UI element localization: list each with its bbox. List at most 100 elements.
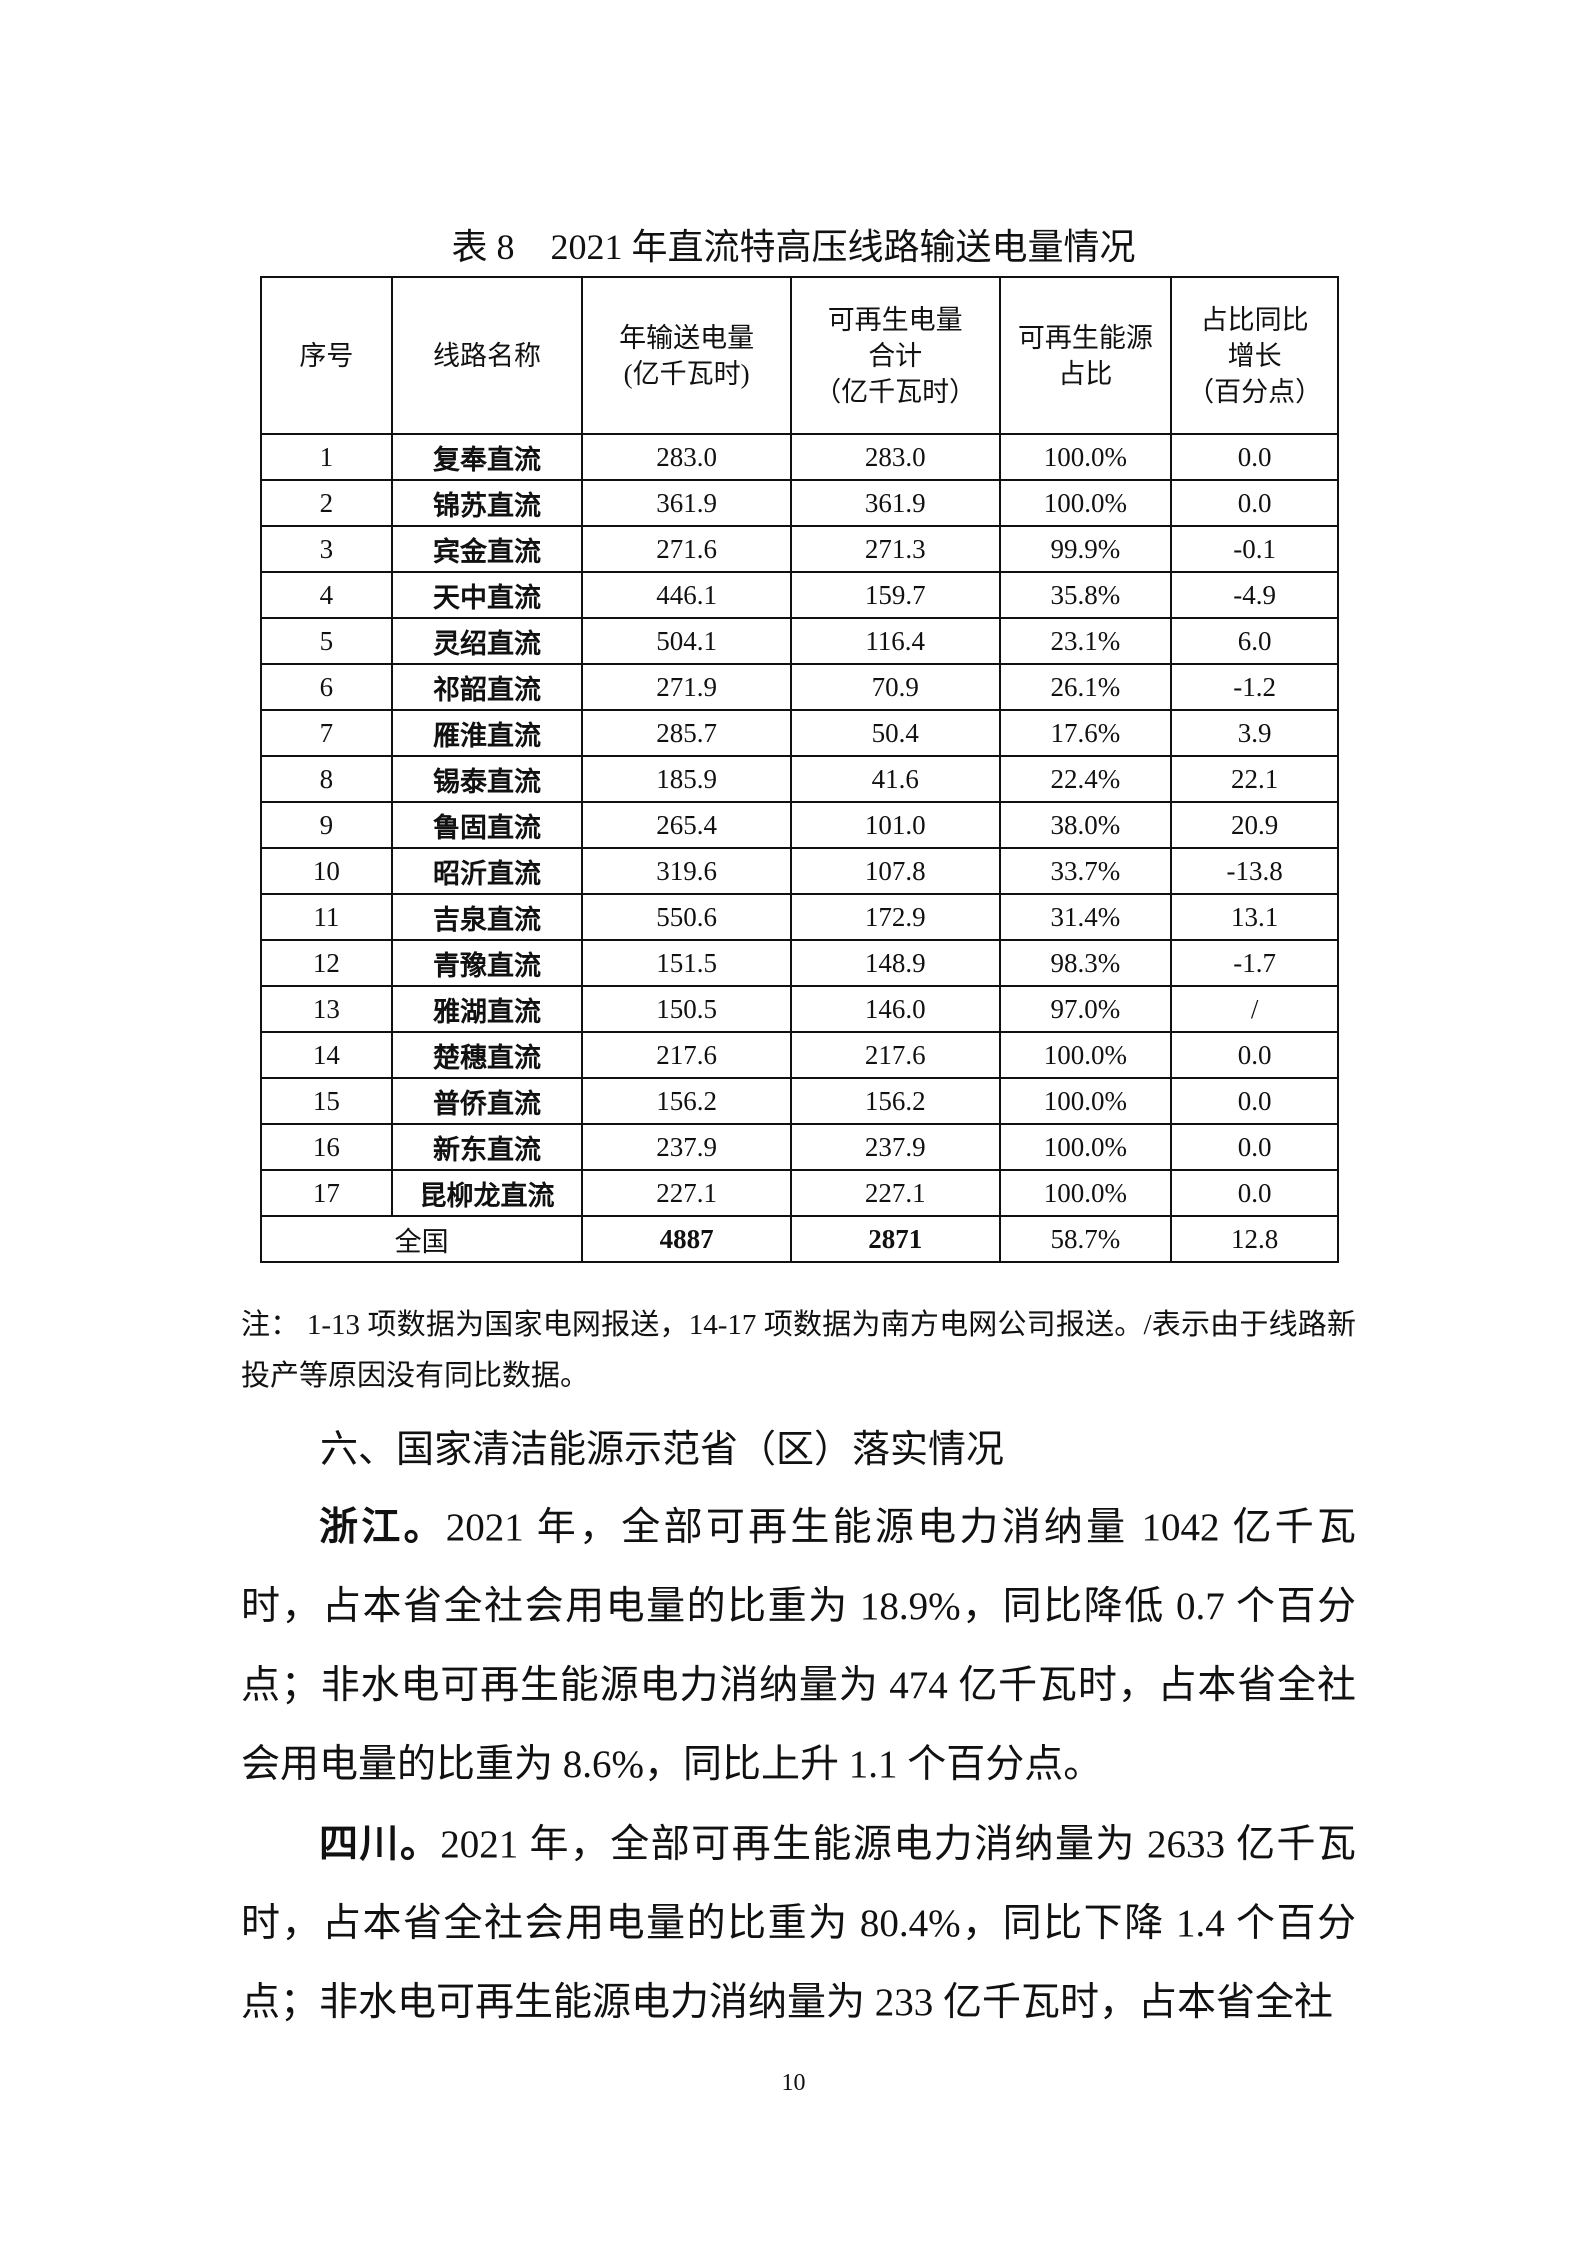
line-name: 青豫直流 (390, 939, 584, 987)
column-header: 线路名称 (390, 276, 584, 435)
renewable-share: 35.8% (998, 571, 1173, 619)
renewable-share: 17.6% (998, 709, 1173, 757)
line-name: 楚穗直流 (390, 1031, 584, 1079)
renewable-total: 41.6 (789, 755, 1001, 803)
row-index: 17 (260, 1169, 393, 1217)
table-row: 3 宾金直流 271.6 271.3 99.9% -0.1 (260, 525, 1339, 573)
row-index: 11 (260, 893, 393, 941)
table-row: 10 昭沂直流 319.6 107.8 33.7% -13.8 (260, 847, 1339, 895)
row-index: 15 (260, 1077, 393, 1125)
table-row: 2 锦苏直流 361.9 361.9 100.0% 0.0 (260, 479, 1339, 527)
share-yoy-change: -4.9 (1170, 571, 1339, 619)
line-name: 宾金直流 (390, 525, 584, 573)
share-yoy-change: 0.0 (1170, 1031, 1339, 1079)
paragraph-zhejiang: 浙江。2021 年，全部可再生能源电力消纳量 1042 亿千瓦时，占本省全社会用… (241, 1488, 1356, 1804)
table-row: 4 天中直流 446.1 159.7 35.8% -4.9 (260, 571, 1339, 619)
column-header: 年输送电量 (亿千瓦时) (581, 276, 792, 435)
row-index: 13 (260, 985, 393, 1033)
annual-transmission: 151.5 (581, 939, 792, 987)
column-header: 占比同比 增长 （百分点） (1170, 276, 1339, 435)
renewable-share: 98.3% (998, 939, 1173, 987)
row-index: 5 (260, 617, 393, 665)
row-index: 8 (260, 755, 393, 803)
share-yoy-change: 0.0 (1170, 1077, 1339, 1125)
table-row: 17 昆柳龙直流 227.1 227.1 100.0% 0.0 (260, 1169, 1339, 1217)
renewable-total: 101.0 (789, 801, 1001, 849)
renewable-total: 146.0 (789, 985, 1001, 1033)
paragraph-lead: 四川。 (319, 1823, 441, 1866)
renewable-share: 100.0% (998, 1169, 1173, 1217)
column-header: 可再生电量 合计 （亿千瓦时） (789, 276, 1001, 435)
table-header-row: 序号 线路名称 年输送电量 (亿千瓦时) 可再生电量 合计 （亿千瓦时） 可再生能源 占… (260, 276, 1339, 435)
table-row: 14 楚穗直流 217.6 217.6 100.0% 0.0 (260, 1031, 1339, 1079)
table-row: 15 普侨直流 156.2 156.2 100.0% 0.0 (260, 1077, 1339, 1125)
annual-transmission: 446.1 (581, 571, 792, 619)
line-name: 锡泰直流 (390, 755, 584, 803)
line-name: 锦苏直流 (390, 479, 584, 527)
renewable-share: 22.4% (998, 755, 1173, 803)
share-yoy-change: / (1170, 985, 1339, 1033)
share-yoy-change: 6.0 (1170, 617, 1339, 665)
total-value: 12.8 (1170, 1215, 1339, 1263)
share-yoy-change: 22.1 (1170, 755, 1339, 803)
table-row: 12 青豫直流 151.5 148.9 98.3% -1.7 (260, 939, 1339, 987)
annual-transmission: 319.6 (581, 847, 792, 895)
share-yoy-change: -1.2 (1170, 663, 1339, 711)
column-header: 序号 (260, 276, 393, 435)
share-yoy-change: 0.0 (1170, 433, 1339, 481)
row-index: 9 (260, 801, 393, 849)
row-index: 4 (260, 571, 393, 619)
row-index: 3 (260, 525, 393, 573)
table-row: 6 祁韶直流 271.9 70.9 26.1% -1.2 (260, 663, 1339, 711)
share-yoy-change: 0.0 (1170, 479, 1339, 527)
total-value: 4887 (581, 1215, 792, 1263)
transmission-table: 序号 线路名称 年输送电量 (亿千瓦时) 可再生电量 合计 （亿千瓦时） 可再生能源 占… (259, 276, 1339, 1263)
renewable-share: 100.0% (998, 1077, 1173, 1125)
line-name: 昆柳龙直流 (390, 1169, 584, 1217)
share-yoy-change: 3.9 (1170, 709, 1339, 757)
total-label: 全国 (259, 1215, 584, 1263)
row-index: 16 (260, 1123, 393, 1171)
annual-transmission: 271.9 (581, 663, 792, 711)
row-index: 2 (260, 479, 393, 527)
column-header: 可再生能源 占比 (998, 276, 1173, 435)
table-row: 1 复奉直流 283.0 283.0 100.0% 0.0 (260, 433, 1339, 481)
line-name: 昭沂直流 (390, 847, 584, 895)
line-name: 吉泉直流 (390, 893, 584, 941)
row-index: 1 (260, 433, 393, 481)
renewable-share: 100.0% (998, 479, 1173, 527)
renewable-share: 99.9% (998, 525, 1173, 573)
annual-transmission: 271.6 (581, 525, 792, 573)
renewable-total: 361.9 (789, 479, 1001, 527)
share-yoy-change: -1.7 (1170, 939, 1339, 987)
total-value: 2871 (789, 1215, 1001, 1263)
table-row: 11 吉泉直流 550.6 172.9 31.4% 13.1 (260, 893, 1339, 941)
annual-transmission: 227.1 (581, 1169, 792, 1217)
total-value: 58.7% (998, 1215, 1173, 1263)
paragraph-text: 2021 年，全部可再生能源电力消纳量为 2633 亿千瓦时，占本省全社会用电量… (241, 1823, 1356, 2024)
annual-transmission: 361.9 (581, 479, 792, 527)
line-name: 新东直流 (390, 1123, 584, 1171)
line-name: 天中直流 (390, 571, 584, 619)
renewable-share: 33.7% (998, 847, 1173, 895)
table-total-row: 全国 4887 2871 58.7% 12.8 (259, 1215, 1339, 1263)
share-yoy-change: 13.1 (1170, 893, 1339, 941)
renewable-total: 271.3 (789, 525, 1001, 573)
share-yoy-change: -0.1 (1170, 525, 1339, 573)
paragraph-lead: 浙江。 (319, 1506, 446, 1549)
table-row: 7 雁淮直流 285.7 50.4 17.6% 3.9 (260, 709, 1339, 757)
annual-transmission: 237.9 (581, 1123, 792, 1171)
row-index: 12 (260, 939, 393, 987)
renewable-share: 26.1% (998, 663, 1173, 711)
renewable-share: 97.0% (998, 985, 1173, 1033)
annual-transmission: 504.1 (581, 617, 792, 665)
line-name: 雁淮直流 (390, 709, 584, 757)
renewable-total: 283.0 (789, 433, 1001, 481)
renewable-share: 31.4% (998, 893, 1173, 941)
row-index: 14 (260, 1031, 393, 1079)
line-name: 雅湖直流 (390, 985, 584, 1033)
line-name: 普侨直流 (390, 1077, 584, 1125)
renewable-share: 100.0% (998, 1123, 1173, 1171)
renewable-total: 50.4 (789, 709, 1001, 757)
annual-transmission: 156.2 (581, 1077, 792, 1125)
